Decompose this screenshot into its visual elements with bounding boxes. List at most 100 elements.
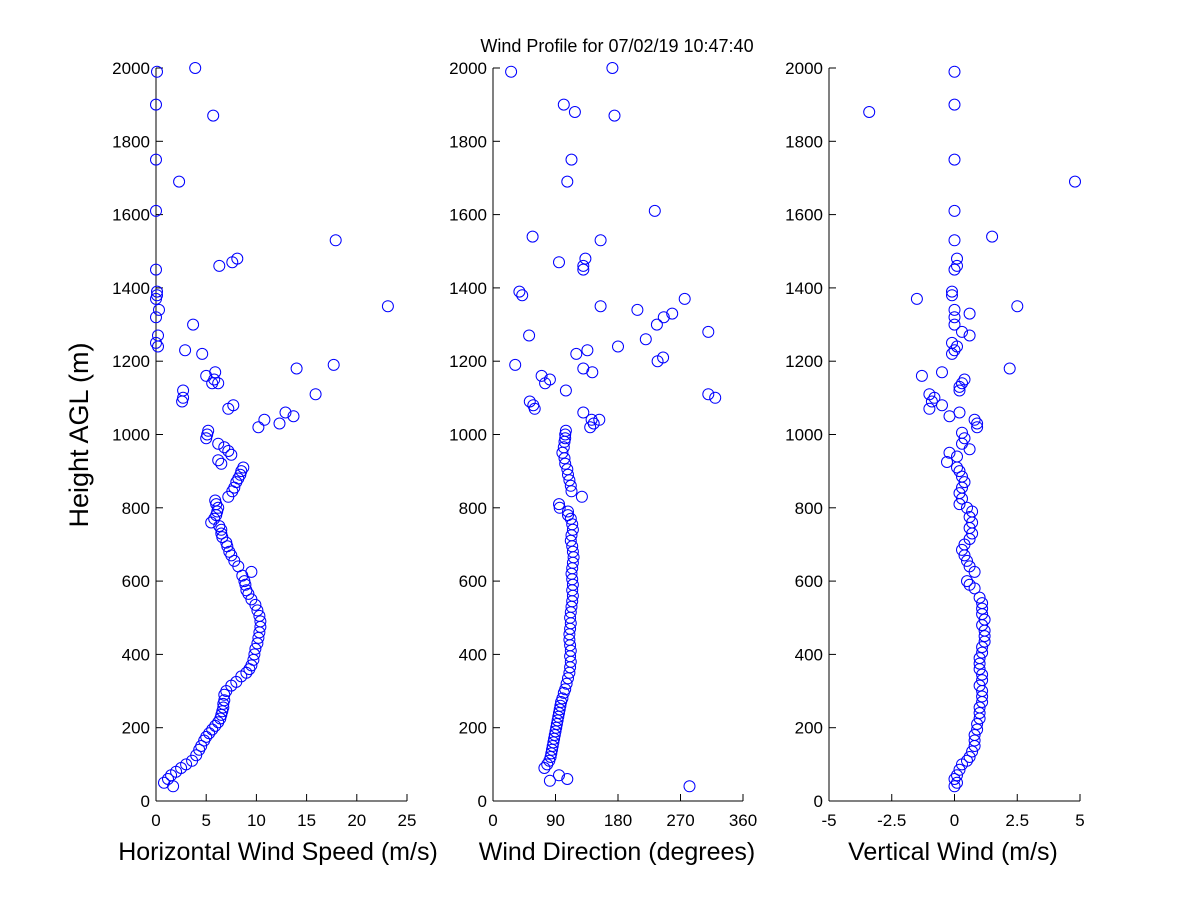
- data-point: [527, 399, 540, 412]
- y-tick-label: 0: [478, 792, 487, 811]
- data-point: [208, 373, 221, 386]
- data-point: [948, 303, 961, 316]
- data-point: [539, 377, 552, 390]
- data-point: [513, 285, 526, 298]
- data-point: [585, 413, 598, 426]
- y-tick-label: 1800: [112, 132, 150, 151]
- x-tick-label: 5: [201, 811, 210, 830]
- data-point: [958, 432, 971, 445]
- data-point: [953, 384, 966, 397]
- data-point: [956, 543, 968, 556]
- data-point: [678, 292, 691, 305]
- data-point: [943, 410, 956, 423]
- x-tick-label: 25: [398, 811, 417, 830]
- data-point: [584, 421, 597, 434]
- data-point: [560, 677, 573, 690]
- data-point: [151, 285, 163, 298]
- data-point: [657, 351, 670, 364]
- data-point: [327, 358, 340, 371]
- data-point: [961, 575, 973, 588]
- y-tick-label: 600: [795, 572, 823, 591]
- data-point: [946, 347, 958, 360]
- data-point: [210, 509, 223, 522]
- data-point: [211, 505, 224, 518]
- data-point: [505, 65, 518, 78]
- data-point: [215, 708, 228, 721]
- data-point: [946, 289, 958, 302]
- data-point: [381, 300, 394, 313]
- data-point: [215, 527, 228, 540]
- data-point: [217, 701, 230, 714]
- data-point: [516, 289, 529, 302]
- data-point: [951, 259, 963, 272]
- data-point: [231, 252, 244, 265]
- data-point: [986, 230, 999, 243]
- data-point: [702, 388, 715, 401]
- data-point: [966, 745, 979, 758]
- data-point: [948, 204, 961, 217]
- data-point: [581, 344, 594, 357]
- data-point: [559, 424, 572, 437]
- data-point: [212, 437, 225, 450]
- data-point: [173, 175, 186, 188]
- data-point: [209, 719, 222, 732]
- y-tick-label: 400: [122, 645, 150, 664]
- data-point: [575, 490, 588, 503]
- y-tick-label: 800: [122, 499, 150, 518]
- x-tick-label: -5: [821, 811, 836, 830]
- x-tick-label: 270: [666, 811, 694, 830]
- y-tick-label: 1600: [785, 206, 823, 225]
- x-tick-label: 180: [604, 811, 632, 830]
- data-point: [953, 763, 966, 776]
- y-tick-label: 1200: [449, 352, 487, 371]
- data-point: [973, 707, 986, 719]
- data-point: [190, 749, 203, 762]
- data-point: [523, 395, 536, 408]
- data-point: [559, 683, 572, 696]
- data-point: [577, 259, 590, 272]
- data-point: [222, 445, 235, 457]
- y-tick-label: 1000: [785, 426, 823, 445]
- data-point: [976, 597, 989, 610]
- data-point: [179, 344, 192, 357]
- data-point: [683, 780, 696, 793]
- data-point: [963, 751, 976, 763]
- y-tick-label: 600: [459, 572, 487, 591]
- data-point: [245, 593, 258, 606]
- data-point: [158, 776, 170, 789]
- data-point: [206, 723, 219, 736]
- data-point: [639, 333, 652, 346]
- data-point: [973, 657, 986, 670]
- data-point: [254, 615, 267, 628]
- x-axis-label-speed: Horizontal Wind Speed (m/s): [118, 838, 438, 866]
- x-tick-label: 20: [347, 811, 366, 830]
- data-point: [971, 718, 984, 730]
- data-point: [237, 461, 250, 474]
- data-point: [240, 584, 253, 597]
- data-point: [200, 432, 213, 445]
- data-point: [863, 106, 876, 118]
- y-tick-label: 1000: [112, 426, 150, 445]
- data-point: [963, 329, 976, 342]
- data-point: [214, 712, 227, 725]
- y-axis-label: Height AGL (m): [64, 342, 94, 527]
- data-point: [187, 318, 200, 331]
- data-point: [948, 98, 961, 111]
- data-point: [150, 336, 162, 349]
- data-point: [594, 234, 607, 247]
- data-point: [946, 285, 958, 298]
- x-tick-label: 90: [546, 811, 565, 830]
- data-point: [309, 388, 322, 401]
- data-point: [956, 377, 968, 390]
- x-tick-label: 10: [247, 811, 266, 830]
- data-point: [948, 153, 961, 166]
- data-point: [978, 630, 991, 643]
- data-point: [564, 479, 577, 492]
- data-point: [557, 98, 570, 111]
- data-point: [195, 740, 208, 752]
- data-point: [650, 318, 663, 331]
- data-point: [925, 395, 938, 408]
- data-point: [951, 450, 963, 463]
- y-tick-label: 1200: [112, 352, 150, 371]
- y-tick-label: 200: [122, 719, 150, 738]
